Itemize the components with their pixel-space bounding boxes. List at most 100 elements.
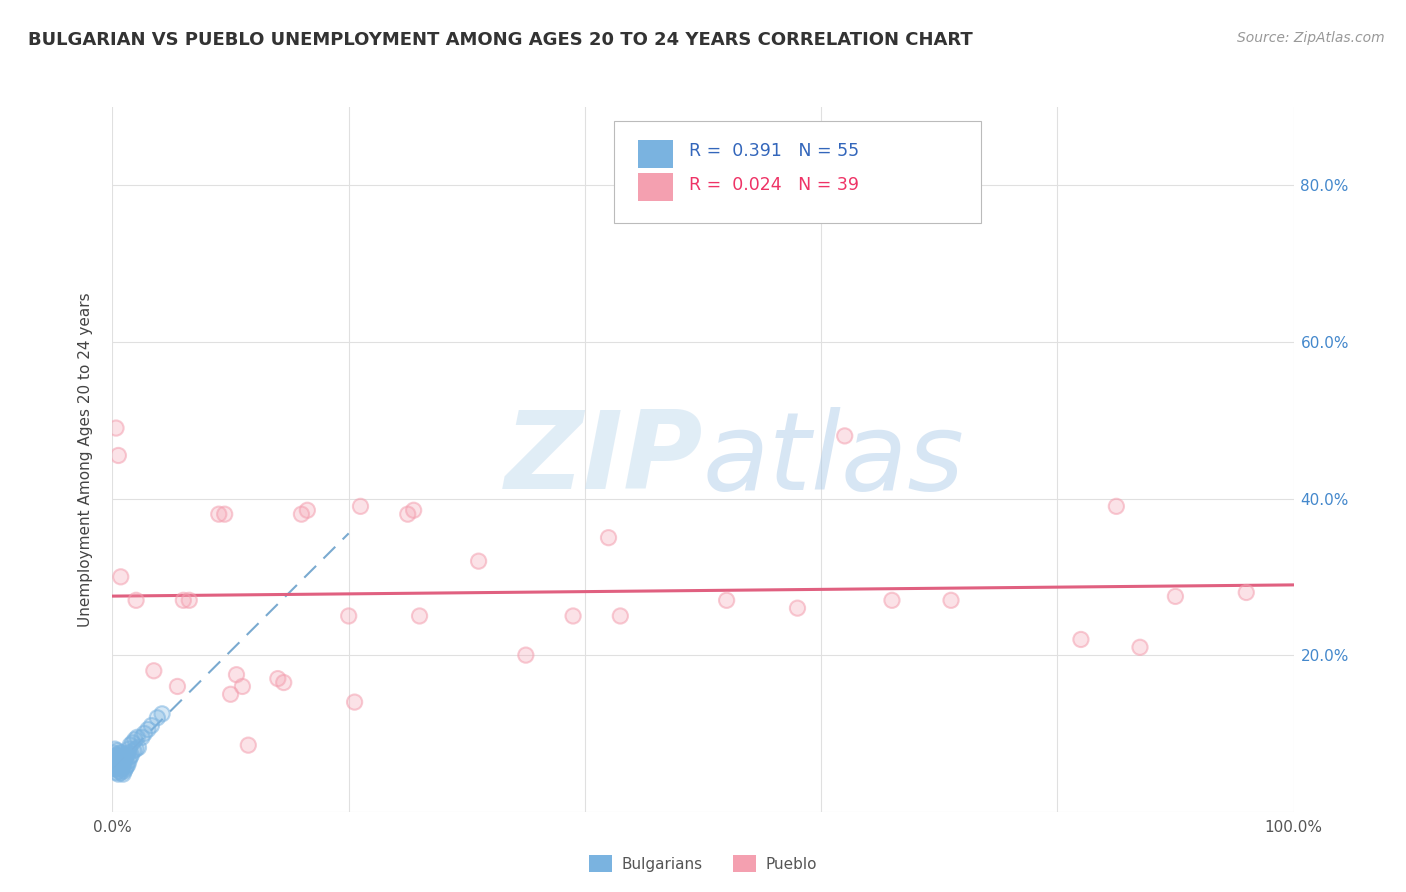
Point — [111, 754, 134, 768]
Text: Source: ZipAtlas.com: Source: ZipAtlas.com — [1237, 31, 1385, 45]
Point — [117, 757, 139, 772]
Point — [101, 762, 124, 776]
Point — [101, 762, 124, 776]
Text: R =  0.391   N = 55: R = 0.391 N = 55 — [689, 143, 859, 161]
Point — [110, 748, 132, 763]
Point — [141, 718, 163, 732]
Point — [127, 731, 149, 745]
Point — [127, 740, 149, 755]
Point — [125, 742, 148, 756]
Point — [105, 421, 128, 435]
Point — [1129, 640, 1152, 655]
Point — [225, 667, 247, 681]
Point — [114, 751, 136, 765]
Point — [142, 664, 165, 678]
Point — [127, 740, 149, 755]
Point — [107, 759, 129, 773]
Point — [108, 756, 131, 771]
Point — [101, 757, 124, 772]
Point — [125, 593, 148, 607]
Point — [105, 765, 128, 780]
Point — [467, 554, 489, 568]
Point — [110, 748, 132, 763]
Bar — [638, 140, 673, 169]
Point — [105, 744, 128, 758]
Point — [117, 746, 139, 760]
Point — [598, 531, 620, 545]
Point — [125, 742, 148, 756]
Point — [562, 609, 585, 624]
Point — [179, 593, 201, 607]
Point — [166, 680, 188, 694]
Point — [105, 748, 128, 763]
Point — [105, 421, 128, 435]
FancyBboxPatch shape — [614, 121, 980, 223]
Point — [107, 751, 129, 765]
Point — [112, 764, 135, 778]
Point — [107, 751, 129, 765]
Point — [609, 609, 631, 624]
Point — [108, 746, 131, 760]
Point — [110, 765, 132, 780]
Bar — [638, 172, 673, 201]
Point — [112, 759, 135, 773]
Text: ZIP: ZIP — [505, 407, 703, 512]
Point — [1105, 500, 1128, 514]
Point — [121, 736, 143, 750]
Point — [150, 706, 173, 721]
Point — [120, 748, 142, 763]
Point — [107, 449, 129, 463]
Point — [150, 706, 173, 721]
Point — [290, 507, 312, 521]
Point — [134, 726, 156, 740]
Point — [105, 757, 128, 772]
Point — [273, 675, 295, 690]
Point — [114, 762, 136, 776]
Point — [110, 757, 132, 772]
Point — [467, 554, 489, 568]
Point — [104, 750, 127, 764]
Point — [609, 609, 631, 624]
Point — [214, 507, 236, 521]
Point — [136, 723, 159, 737]
Point — [598, 531, 620, 545]
Point — [117, 746, 139, 760]
Point — [208, 507, 231, 521]
Point — [273, 675, 295, 690]
Point — [1234, 585, 1257, 599]
Point — [125, 593, 148, 607]
Point — [108, 764, 131, 778]
Point — [105, 762, 128, 776]
Point — [120, 738, 142, 752]
Point — [107, 759, 129, 773]
Point — [146, 711, 169, 725]
Point — [110, 570, 132, 584]
Point — [786, 601, 808, 615]
Point — [120, 748, 142, 763]
Point — [114, 751, 136, 765]
Point — [111, 746, 134, 760]
Point — [111, 762, 134, 776]
Point — [297, 503, 319, 517]
Point — [297, 503, 319, 517]
Point — [231, 680, 253, 694]
Point — [396, 507, 419, 521]
Point — [107, 767, 129, 781]
Point — [1164, 590, 1187, 604]
Point — [103, 746, 125, 760]
Point — [562, 609, 585, 624]
Point — [115, 748, 138, 763]
Point — [112, 754, 135, 768]
Point — [834, 429, 856, 443]
Point — [131, 731, 153, 745]
Point — [146, 711, 169, 725]
Point — [108, 764, 131, 778]
Text: R =  0.024   N = 39: R = 0.024 N = 39 — [689, 176, 859, 194]
Point — [104, 762, 127, 776]
Point — [121, 736, 143, 750]
Point — [267, 672, 290, 686]
Point — [105, 754, 128, 768]
Point — [1105, 500, 1128, 514]
Point — [103, 754, 125, 768]
Text: BULGARIAN VS PUEBLO UNEMPLOYMENT AMONG AGES 20 TO 24 YEARS CORRELATION CHART: BULGARIAN VS PUEBLO UNEMPLOYMENT AMONG A… — [28, 31, 973, 49]
